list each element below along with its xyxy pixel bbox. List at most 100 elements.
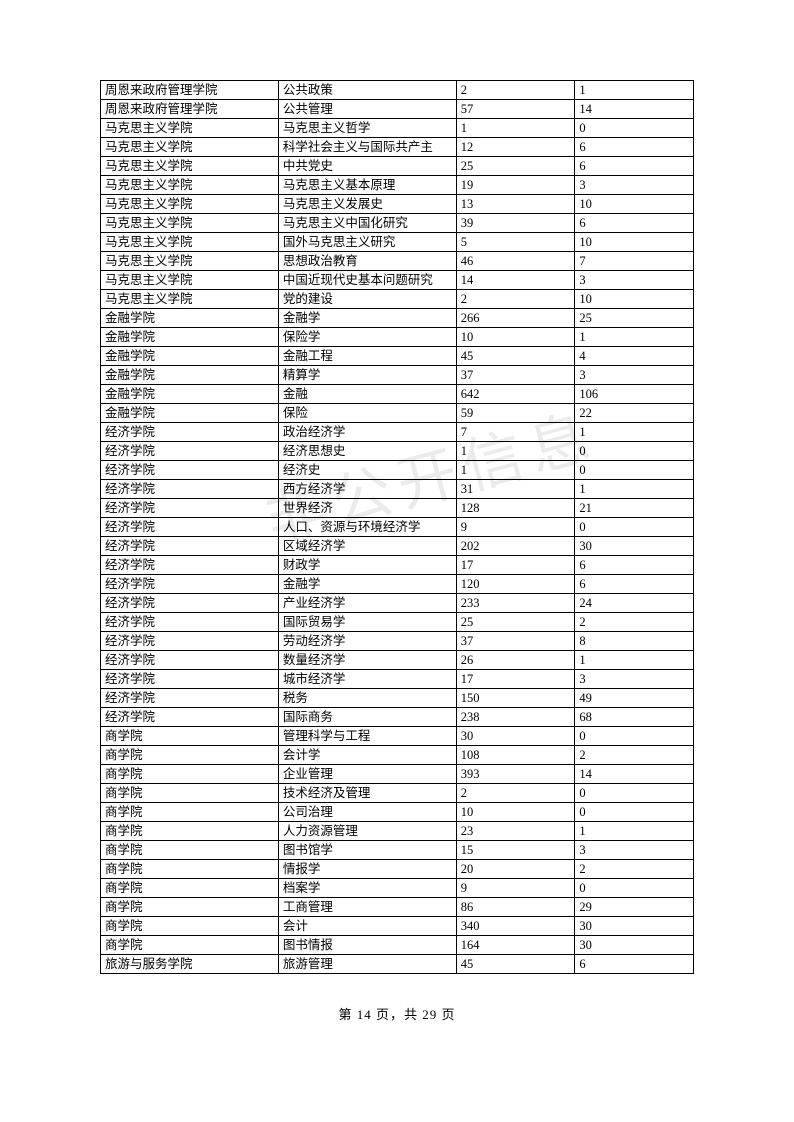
table-cell: 商学院 <box>101 803 279 822</box>
table-cell: 13 <box>456 195 575 214</box>
table-cell: 金融学院 <box>101 404 279 423</box>
table-row: 经济学院经济思想史10 <box>101 442 694 461</box>
table-cell: 6 <box>575 157 694 176</box>
table-row: 商学院图书馆学153 <box>101 841 694 860</box>
table-row: 马克思主义学院中共党史256 <box>101 157 694 176</box>
table-cell: 233 <box>456 594 575 613</box>
table-cell: 9 <box>456 879 575 898</box>
table-cell: 档案学 <box>278 879 456 898</box>
table-cell: 2 <box>456 784 575 803</box>
table-cell: 0 <box>575 119 694 138</box>
table-cell: 保险学 <box>278 328 456 347</box>
table-row: 马克思主义学院思想政治教育467 <box>101 252 694 271</box>
table-cell: 马克思主义学院 <box>101 138 279 157</box>
table-row: 商学院人力资源管理231 <box>101 822 694 841</box>
table-cell: 经济学院 <box>101 613 279 632</box>
table-row: 马克思主义学院马克思主义中国化研究396 <box>101 214 694 233</box>
table-cell: 7 <box>456 423 575 442</box>
table-cell: 金融学院 <box>101 347 279 366</box>
table-row: 经济学院城市经济学173 <box>101 670 694 689</box>
table-cell: 29 <box>575 898 694 917</box>
table-cell: 25 <box>575 309 694 328</box>
table-cell: 37 <box>456 632 575 651</box>
table-cell: 马克思主义中国化研究 <box>278 214 456 233</box>
table-cell: 24 <box>575 594 694 613</box>
table-cell: 周恩来政府管理学院 <box>101 81 279 100</box>
data-table: 周恩来政府管理学院公共政策21周恩来政府管理学院公共管理5714马克思主义学院马… <box>100 80 694 974</box>
table-cell: 5 <box>456 233 575 252</box>
table-cell: 6 <box>575 556 694 575</box>
table-cell: 26 <box>456 651 575 670</box>
table-cell: 工商管理 <box>278 898 456 917</box>
table-cell: 精算学 <box>278 366 456 385</box>
page-total: 29 <box>422 1007 437 1022</box>
table-cell: 10 <box>456 328 575 347</box>
table-cell: 马克思主义哲学 <box>278 119 456 138</box>
table-row: 商学院情报学202 <box>101 860 694 879</box>
table-cell: 14 <box>575 100 694 119</box>
table-cell: 国际商务 <box>278 708 456 727</box>
table-cell: 马克思主义学院 <box>101 271 279 290</box>
table-cell: 马克思主义学院 <box>101 252 279 271</box>
table-row: 经济学院国际商务23868 <box>101 708 694 727</box>
table-cell: 3 <box>575 271 694 290</box>
table-row: 马克思主义学院马克思主义哲学10 <box>101 119 694 138</box>
table-cell: 31 <box>456 480 575 499</box>
table-cell: 马克思主义基本原理 <box>278 176 456 195</box>
table-cell: 59 <box>456 404 575 423</box>
table-cell: 21 <box>575 499 694 518</box>
table-row: 经济学院区域经济学20230 <box>101 537 694 556</box>
table-cell: 区域经济学 <box>278 537 456 556</box>
table-cell: 国际贸易学 <box>278 613 456 632</box>
table-cell: 3 <box>575 670 694 689</box>
table-cell: 党的建设 <box>278 290 456 309</box>
table-cell: 马克思主义学院 <box>101 157 279 176</box>
table-cell: 公司治理 <box>278 803 456 822</box>
table-cell: 经济学院 <box>101 651 279 670</box>
table-cell: 金融学院 <box>101 309 279 328</box>
table-cell: 技术经济及管理 <box>278 784 456 803</box>
table-cell: 马克思主义学院 <box>101 233 279 252</box>
page-middle: 页，共 <box>372 1007 423 1022</box>
table-cell: 14 <box>456 271 575 290</box>
table-row: 商学院工商管理8629 <box>101 898 694 917</box>
table-cell: 49 <box>575 689 694 708</box>
table-cell: 经济学院 <box>101 461 279 480</box>
table-cell: 0 <box>575 803 694 822</box>
page-prefix: 第 <box>338 1007 356 1022</box>
table-row: 金融学院精算学373 <box>101 366 694 385</box>
table-cell: 9 <box>456 518 575 537</box>
table-cell: 商学院 <box>101 917 279 936</box>
table-row: 旅游与服务学院旅游管理456 <box>101 955 694 974</box>
table-cell: 金融学 <box>278 575 456 594</box>
table-row: 经济学院国际贸易学252 <box>101 613 694 632</box>
table-cell: 120 <box>456 575 575 594</box>
table-cell: 金融学院 <box>101 385 279 404</box>
table-cell: 30 <box>456 727 575 746</box>
table-cell: 1 <box>575 81 694 100</box>
table-cell: 238 <box>456 708 575 727</box>
table-cell: 23 <box>456 822 575 841</box>
table-cell: 10 <box>456 803 575 822</box>
table-cell: 马克思主义学院 <box>101 176 279 195</box>
table-cell: 经济学院 <box>101 499 279 518</box>
table-cell: 会计 <box>278 917 456 936</box>
table-cell: 商学院 <box>101 822 279 841</box>
table-cell: 1 <box>575 822 694 841</box>
table-row: 经济学院经济史10 <box>101 461 694 480</box>
table-row: 商学院会计学1082 <box>101 746 694 765</box>
table-cell: 3 <box>575 841 694 860</box>
table-cell: 10 <box>575 195 694 214</box>
table-cell: 0 <box>575 518 694 537</box>
table-cell: 393 <box>456 765 575 784</box>
table-cell: 马克思主义学院 <box>101 214 279 233</box>
table-cell: 公共政策 <box>278 81 456 100</box>
table-row: 经济学院税务15049 <box>101 689 694 708</box>
table-cell: 思想政治教育 <box>278 252 456 271</box>
table-cell: 金融 <box>278 385 456 404</box>
table-cell: 12 <box>456 138 575 157</box>
table-row: 经济学院金融学1206 <box>101 575 694 594</box>
table-row: 商学院管理科学与工程300 <box>101 727 694 746</box>
table-cell: 图书情报 <box>278 936 456 955</box>
table-cell: 46 <box>456 252 575 271</box>
